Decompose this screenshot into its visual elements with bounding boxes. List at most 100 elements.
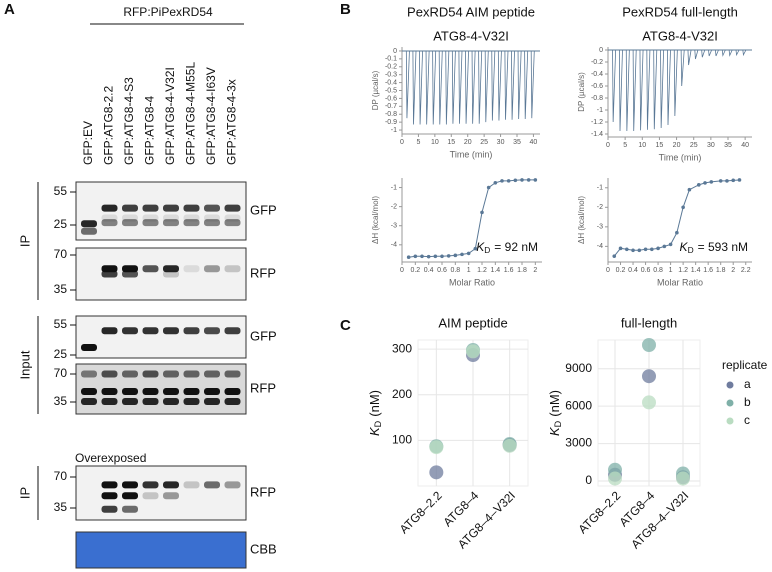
x-axis-label: Time (min) bbox=[659, 152, 702, 162]
legend-label: b bbox=[744, 395, 751, 409]
blot-band bbox=[183, 219, 200, 227]
data-point bbox=[718, 179, 723, 183]
y-tick-label: -1 bbox=[597, 107, 603, 114]
antibody-label: GFP bbox=[250, 202, 277, 217]
blot-band bbox=[81, 370, 97, 378]
y-tick-label: 6000 bbox=[565, 398, 592, 412]
x-tick-label: 2 bbox=[533, 267, 537, 274]
data-point bbox=[526, 178, 531, 182]
legend-swatch bbox=[726, 399, 734, 407]
data-point bbox=[520, 178, 524, 182]
label-main: K bbox=[547, 426, 562, 436]
blot-band bbox=[224, 265, 241, 273]
label-sub: D bbox=[553, 420, 563, 427]
injection-peak bbox=[445, 50, 450, 125]
marker-label: 70 bbox=[54, 469, 68, 483]
blot-band bbox=[81, 220, 97, 228]
blot-band bbox=[122, 327, 138, 335]
blot-band bbox=[142, 492, 159, 500]
rich-label: KD = 593 nM bbox=[680, 240, 748, 255]
data-point bbox=[642, 369, 656, 384]
x-tick-label: 35 bbox=[724, 142, 732, 149]
x-tick-label: 20 bbox=[464, 139, 472, 146]
y-tick-label: -0.4 bbox=[591, 71, 603, 78]
injection-peak bbox=[619, 49, 623, 132]
label-rest: (nM) bbox=[547, 390, 562, 417]
blot-band bbox=[224, 327, 241, 335]
x-tick-label: 40 bbox=[530, 139, 538, 146]
blot-band bbox=[101, 270, 118, 278]
injection-peak bbox=[625, 49, 630, 132]
data-point bbox=[703, 181, 707, 185]
blot-band bbox=[101, 398, 118, 405]
data-point bbox=[446, 254, 451, 258]
marker-label: 55 bbox=[54, 317, 68, 331]
legend-label: a bbox=[744, 377, 751, 391]
injection-peak bbox=[511, 50, 515, 120]
y-tick-label: -2 bbox=[391, 203, 397, 210]
x-tick-label: 0.8 bbox=[450, 267, 460, 274]
x-tick-label: ATG8–2.2 bbox=[575, 488, 623, 536]
data-point bbox=[429, 465, 444, 480]
blot-band bbox=[101, 505, 118, 513]
blot-band bbox=[163, 327, 179, 335]
data-point bbox=[533, 178, 538, 182]
marker-label: 70 bbox=[54, 247, 68, 261]
y-tick-label: -0.9 bbox=[385, 119, 397, 126]
label-sub: D bbox=[373, 420, 383, 427]
injection-peak bbox=[517, 50, 522, 119]
blot-band bbox=[224, 398, 241, 405]
injection-peak bbox=[694, 49, 699, 60]
y-tick-label: -0.3 bbox=[385, 72, 397, 79]
x-tick-label: 40 bbox=[741, 142, 749, 149]
y-tick-label: -0.6 bbox=[385, 95, 397, 102]
x-tick-label: 1.2 bbox=[678, 267, 688, 274]
data-point bbox=[426, 254, 431, 259]
data-point bbox=[687, 187, 692, 192]
y-tick-label: -3 bbox=[597, 224, 603, 231]
x-tick-label: 0.2 bbox=[410, 267, 420, 274]
x-tick-label: 25 bbox=[690, 142, 698, 149]
x-tick-label: 20 bbox=[673, 142, 681, 149]
x-tick-label: 1.6 bbox=[703, 267, 713, 274]
injection-peak bbox=[484, 50, 489, 123]
injection-peak bbox=[612, 49, 617, 123]
y-tick-label: -0.4 bbox=[385, 79, 397, 86]
data-point bbox=[440, 254, 444, 259]
chart-subtitle: ATG8-4-V32I bbox=[433, 28, 509, 43]
data-point bbox=[676, 471, 690, 486]
injection-peak bbox=[425, 50, 430, 125]
x-tick-label: 0 bbox=[606, 142, 610, 149]
blot-band bbox=[163, 219, 179, 227]
injection-peak bbox=[735, 49, 740, 57]
injection-peak bbox=[728, 49, 733, 57]
antibody-label: GFP bbox=[250, 328, 277, 343]
blot-band bbox=[81, 344, 97, 351]
blot-band bbox=[142, 327, 159, 335]
blot-band bbox=[224, 219, 241, 227]
blot-band bbox=[142, 265, 159, 273]
data-point bbox=[642, 337, 656, 352]
blot-band bbox=[224, 481, 241, 489]
injection-peak bbox=[646, 49, 651, 130]
data-point bbox=[413, 254, 418, 259]
injection-peak bbox=[653, 49, 658, 130]
blot-band bbox=[122, 370, 138, 378]
x-tick-label: 0.4 bbox=[628, 267, 638, 274]
blot-band bbox=[122, 492, 138, 500]
blot-band bbox=[142, 388, 159, 395]
data-point bbox=[709, 180, 714, 184]
blot-band bbox=[122, 270, 138, 278]
marker-label: 35 bbox=[54, 394, 68, 408]
marker-label: 70 bbox=[54, 366, 68, 380]
blot-band bbox=[122, 388, 138, 395]
blot-band bbox=[163, 370, 179, 378]
y-tick-label: 0 bbox=[599, 47, 603, 54]
injection-peak bbox=[458, 50, 463, 124]
antibody-label: RFP bbox=[250, 265, 276, 280]
x-tick-label: 1 bbox=[467, 267, 471, 274]
x-tick-label: 1.8 bbox=[716, 267, 726, 274]
panel-label: A bbox=[4, 1, 15, 18]
marker-label: 25 bbox=[54, 347, 68, 361]
